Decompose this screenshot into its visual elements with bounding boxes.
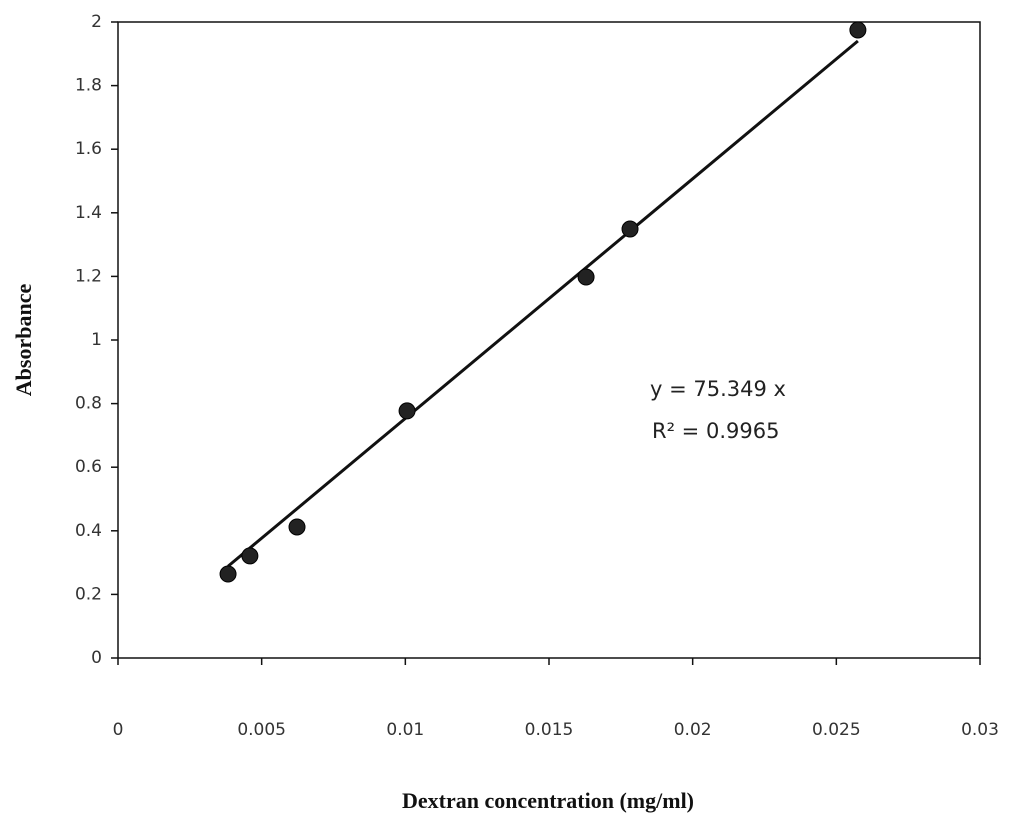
x-tick-label: 0.005	[237, 720, 286, 740]
y-tick-label: 0.8	[75, 394, 102, 414]
x-tick-label: 0.01	[386, 720, 424, 740]
y-tick-label: 0	[91, 648, 102, 668]
trend-equation: y = 75.349 x	[650, 377, 786, 401]
y-tick-label: 1.6	[75, 139, 102, 159]
data-point	[288, 518, 306, 536]
y-axis-title: Absorbance	[11, 284, 36, 397]
y-tick-label: 1	[91, 330, 102, 350]
y-tick-label: 1.4	[75, 203, 102, 223]
x-tick-label: 0.015	[525, 720, 574, 740]
y-tick-label: 2	[91, 12, 102, 32]
y-tick-label: 0.6	[75, 457, 102, 477]
data-point	[849, 21, 867, 39]
trendline	[227, 39, 859, 568]
y-tick-label: 1.2	[75, 266, 102, 286]
x-tick-label: 0.025	[812, 720, 861, 740]
x-axis-title: Dextran concentration (mg/ml)	[402, 788, 694, 813]
y-tick-label: 1.8	[75, 76, 102, 96]
x-tick-label: 0.03	[961, 720, 999, 740]
data-point	[577, 268, 595, 286]
data-point	[219, 565, 237, 583]
x-tick-label: 0.02	[674, 720, 712, 740]
y-tick-label: 0.2	[75, 584, 102, 604]
data-point	[241, 547, 259, 565]
data-point	[398, 402, 416, 420]
x-tick-label: 0	[113, 720, 124, 740]
data-point	[621, 220, 639, 238]
r-squared: R² = 0.9965	[652, 419, 779, 443]
y-tick-label: 0.4	[75, 521, 102, 541]
